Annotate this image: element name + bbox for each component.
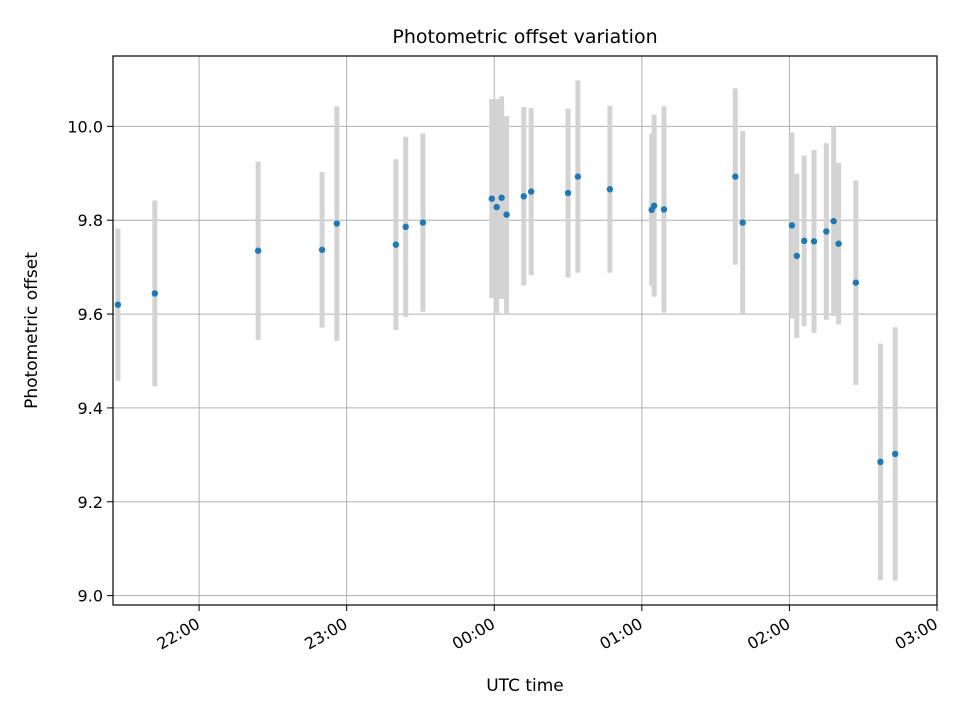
data-point bbox=[114, 301, 122, 308]
data-point bbox=[574, 173, 582, 180]
data-point bbox=[254, 247, 262, 254]
y-tick-label: 9.4 bbox=[78, 399, 103, 418]
errorbar-layer bbox=[115, 80, 898, 581]
x-tick-label: 02:00 bbox=[744, 614, 793, 654]
data-point bbox=[823, 228, 830, 235]
y-tick-label: 9.6 bbox=[78, 305, 103, 324]
data-point bbox=[606, 186, 614, 193]
data-point bbox=[877, 458, 884, 466]
data-point bbox=[498, 194, 505, 201]
data-point bbox=[151, 290, 159, 297]
data-point bbox=[318, 246, 326, 253]
data-point bbox=[891, 450, 899, 458]
data-point bbox=[419, 219, 427, 226]
data-point bbox=[739, 219, 746, 226]
y-tick-label: 9.0 bbox=[78, 587, 103, 606]
data-point bbox=[732, 173, 739, 180]
y-axis-title: Photometric offset bbox=[22, 252, 42, 409]
chart-title: Photometric offset variation bbox=[392, 26, 657, 48]
data-point bbox=[520, 193, 527, 200]
data-point bbox=[810, 238, 818, 245]
x-tick-label: 22:00 bbox=[154, 614, 203, 654]
data-point bbox=[835, 240, 842, 247]
data-point bbox=[392, 241, 400, 248]
data-point bbox=[527, 188, 535, 195]
data-point bbox=[830, 217, 837, 225]
plot-frame bbox=[112, 55, 938, 606]
point-layer bbox=[114, 173, 899, 466]
data-point bbox=[488, 195, 495, 202]
data-point bbox=[800, 237, 808, 245]
x-tick-label: 03:00 bbox=[892, 614, 941, 654]
data-point bbox=[333, 220, 341, 227]
data-point bbox=[793, 252, 800, 260]
y-tick-label: 10.0 bbox=[67, 117, 103, 136]
data-point bbox=[852, 279, 860, 286]
x-axis-title: UTC time bbox=[486, 676, 564, 696]
y-tick-label: 9.2 bbox=[78, 493, 103, 512]
data-point bbox=[660, 206, 668, 213]
data-point bbox=[493, 203, 500, 211]
data-point bbox=[503, 211, 510, 218]
x-tick-label: 01:00 bbox=[596, 614, 645, 654]
data-point bbox=[788, 222, 796, 229]
y-tick-label: 9.8 bbox=[78, 211, 103, 230]
x-tick-label: 23:00 bbox=[301, 614, 350, 654]
data-point bbox=[402, 223, 409, 230]
x-tick-label: 00:00 bbox=[449, 614, 498, 654]
data-point bbox=[650, 202, 658, 209]
data-point bbox=[564, 189, 572, 197]
